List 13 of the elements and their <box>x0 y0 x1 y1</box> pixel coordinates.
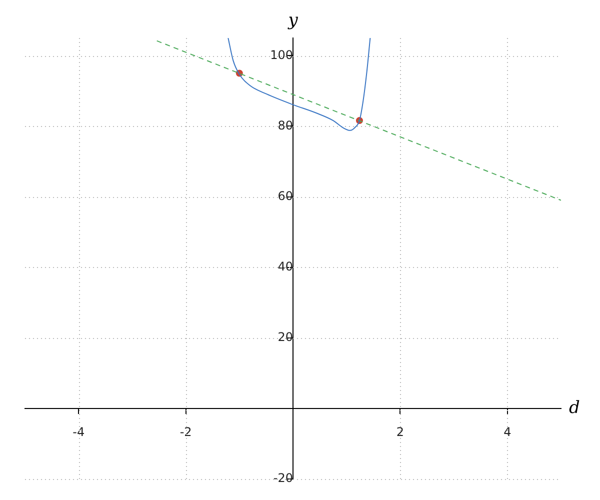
y-tick-label: 100 <box>270 48 293 62</box>
y-tick-label: 80 <box>278 118 293 132</box>
x-tick-label: 2 <box>396 424 404 439</box>
line-series <box>228 38 371 131</box>
y-tick-label: 20 <box>278 330 293 344</box>
y-tick-label: 40 <box>278 259 293 274</box>
x-tick-label: -2 <box>180 424 192 439</box>
y-tick-label: -20 <box>273 471 293 486</box>
x-axis-title: d <box>569 398 580 418</box>
x-tick-label: 4 <box>504 424 512 439</box>
y-tick-label: 60 <box>278 188 293 203</box>
x-tick-label: -4 <box>72 424 85 439</box>
y-axis-title: y <box>287 10 298 30</box>
